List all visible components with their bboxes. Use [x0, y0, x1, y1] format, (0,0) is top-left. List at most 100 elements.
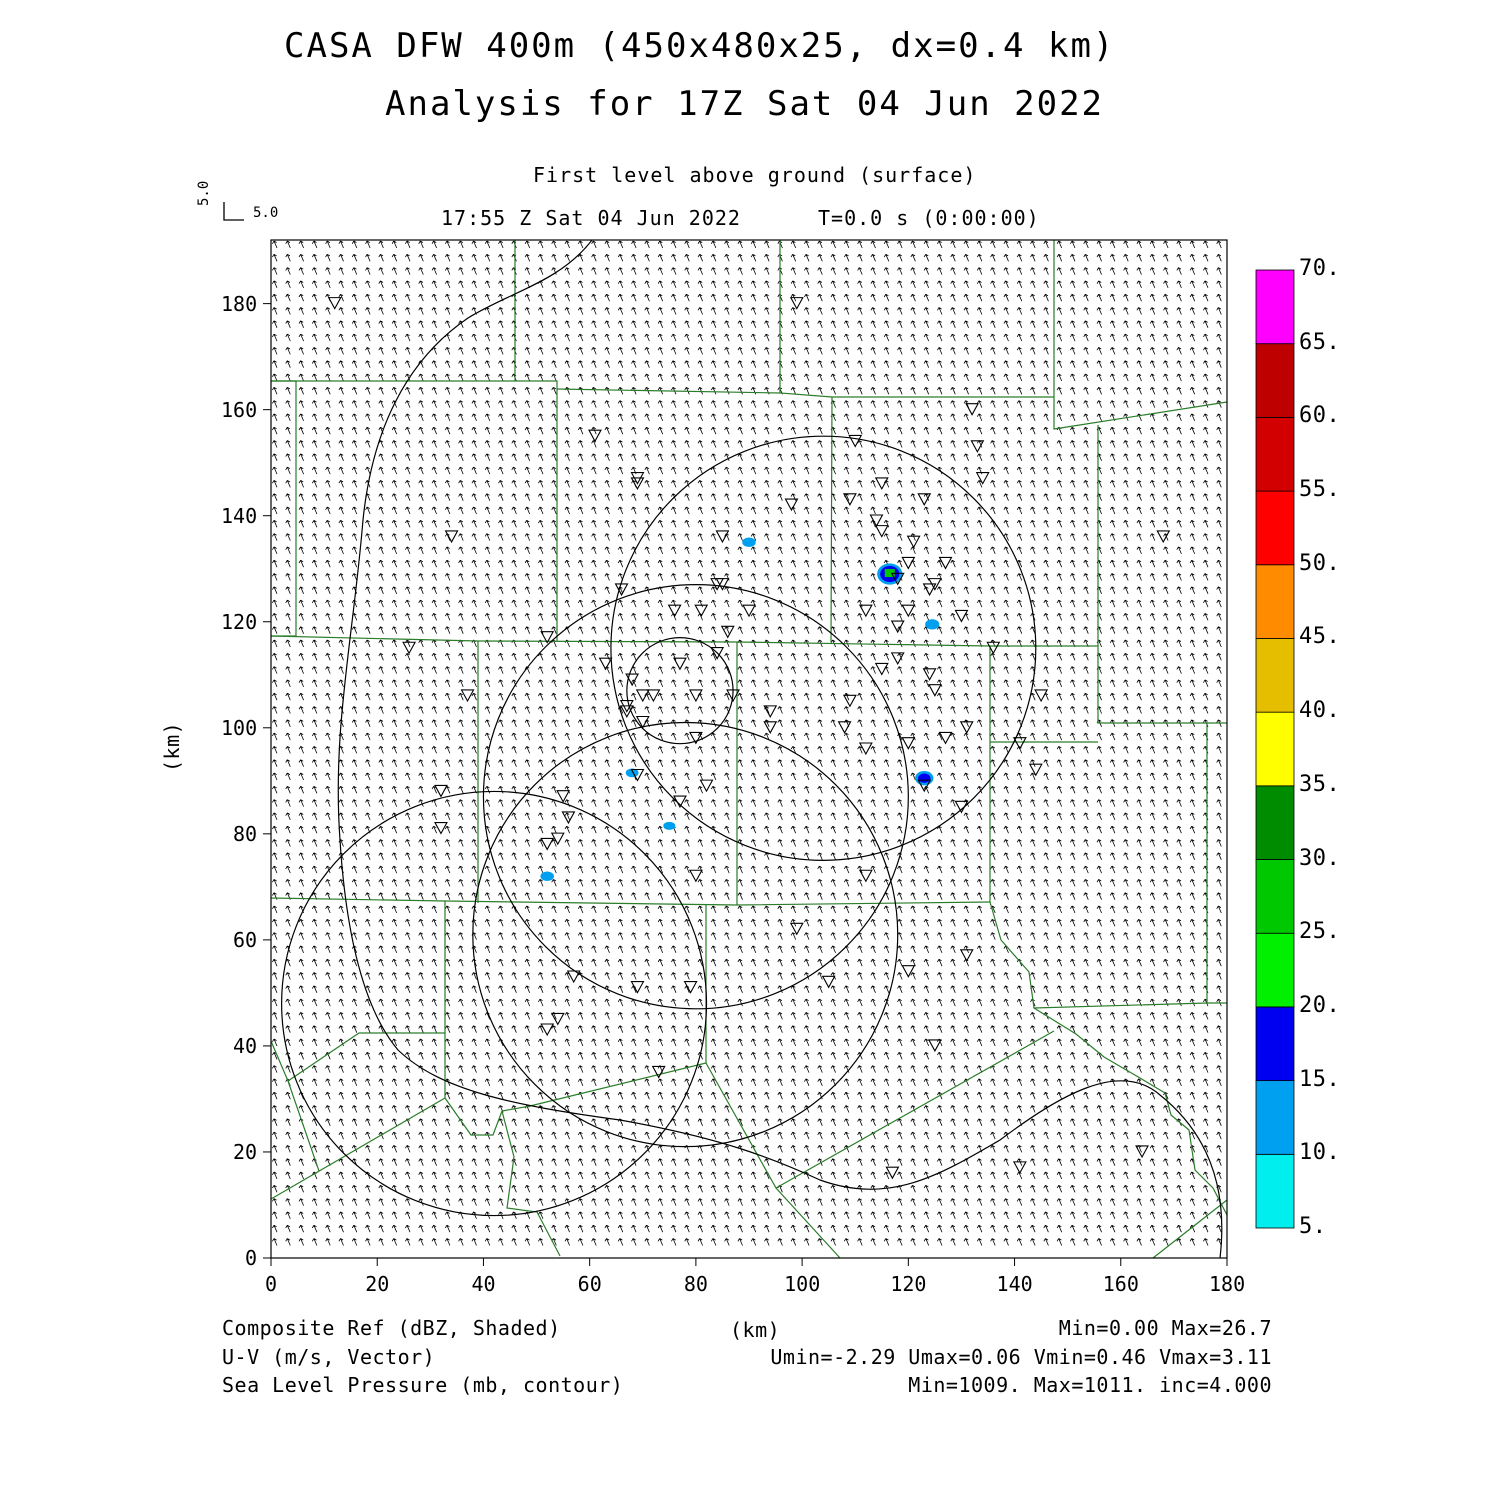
station-marker	[460, 689, 475, 703]
station-marker	[789, 922, 804, 936]
colorbar-label: 35.	[1299, 771, 1341, 797]
station-marker	[598, 657, 613, 671]
station-marker	[975, 472, 990, 485]
colorbar-swatch	[1255, 859, 1295, 934]
station-marker	[444, 530, 459, 544]
station-marker	[742, 604, 756, 618]
title-line-1: CASA DFW 400m (450x480x25, dx=0.4 km)	[284, 26, 1116, 66]
plot-frame	[270, 239, 1228, 1259]
station-marker	[858, 604, 873, 618]
station-marker	[688, 731, 703, 745]
station-marker	[874, 662, 889, 676]
county-line	[830, 396, 833, 643]
x-tick-label: 80	[683, 1272, 708, 1296]
colorbar-swatch	[1255, 1080, 1295, 1155]
station-marker	[906, 535, 921, 549]
station-marker	[821, 975, 836, 989]
x-tick-label: 160	[1102, 1272, 1139, 1296]
colorbar-label: 65.	[1299, 329, 1341, 355]
station-marker	[630, 768, 645, 782]
colorbar-label: 25.	[1299, 919, 1341, 945]
level-label: First level above ground (surface)	[533, 163, 977, 187]
station-marker	[890, 572, 905, 586]
x-tick-label: 20	[365, 1272, 390, 1296]
field2-stats: Umin=-2.29 Umax=0.06 Vmin=0.46 Vmax=3.11	[770, 1345, 1272, 1369]
station-marker	[938, 556, 953, 570]
station-marker	[938, 731, 953, 745]
station-marker	[885, 1166, 900, 1180]
radar-echo	[540, 871, 554, 881]
range-ring	[610, 435, 1037, 861]
colorbar-swatch	[1255, 1006, 1295, 1082]
colorbar-label: 15.	[1299, 1066, 1341, 1092]
county-line	[287, 1032, 445, 1082]
station-marker	[1012, 737, 1027, 750]
station-marker	[927, 684, 942, 697]
station-marker	[625, 673, 640, 687]
station-marker	[699, 779, 714, 793]
colorbar-swatch	[1255, 269, 1295, 345]
colorbar-swatch	[1255, 343, 1295, 418]
county-line	[515, 380, 558, 641]
station-marker	[954, 800, 969, 814]
station-marker	[986, 641, 1001, 655]
station-marker	[619, 705, 634, 719]
county-line	[270, 1097, 446, 1200]
field3-stats: Min=1009. Max=1011. inc=4.000	[908, 1373, 1272, 1397]
radar-echo-core	[918, 773, 931, 783]
station-marker	[874, 477, 889, 491]
county-line	[270, 1040, 320, 1172]
colorbar-label: 10.	[1299, 1140, 1341, 1166]
station-marker	[954, 609, 969, 623]
colorbar-label: 20.	[1299, 992, 1341, 1018]
x-tick-label: 60	[577, 1272, 602, 1296]
y-tick-label: 180	[221, 291, 258, 316]
colorbar-label: 30.	[1299, 845, 1341, 871]
station-marker	[614, 583, 629, 597]
county-line	[989, 901, 1208, 1009]
colorbar-label: 50.	[1299, 550, 1341, 576]
station-marker	[763, 705, 778, 719]
y-tick-label: 40	[233, 1033, 258, 1058]
station-marker	[842, 694, 857, 708]
station-marker	[927, 1039, 942, 1053]
colorbar-swatch	[1255, 785, 1295, 860]
field1-name: Composite Ref (dBZ, Shaded)	[222, 1316, 561, 1340]
field2-name: U-V (m/s, Vector)	[222, 1345, 436, 1369]
radar-echo	[742, 537, 756, 547]
station-marker	[710, 647, 725, 660]
station-marker	[970, 440, 985, 453]
county-line	[1152, 1199, 1228, 1259]
station-marker	[848, 434, 863, 448]
colorbar-label: 60.	[1299, 403, 1341, 429]
station-marker	[1012, 1161, 1027, 1175]
station-marker	[922, 583, 937, 597]
station-marker	[1135, 1145, 1149, 1159]
station-marker	[901, 604, 916, 618]
county-boundaries	[270, 240, 1228, 1259]
range-ring	[626, 637, 734, 745]
colorbar-swatch	[1255, 932, 1295, 1008]
y-tick-label: 140	[221, 503, 258, 528]
valid-time: 17:55 Z Sat 04 Jun 2022	[441, 206, 741, 230]
y-tick-label: 120	[221, 609, 258, 634]
colorbar-swatch	[1255, 1153, 1295, 1229]
county-line	[1097, 425, 1227, 724]
station-marker	[726, 689, 740, 703]
station-marker	[588, 429, 602, 443]
colorbar-label: 45.	[1299, 624, 1341, 650]
pressure-contour	[337, 239, 1223, 1259]
station-marker	[901, 965, 916, 978]
station-marker	[673, 795, 687, 809]
radar-echo-max	[884, 569, 895, 578]
county-line	[779, 240, 1055, 398]
station-marker	[556, 790, 571, 803]
radar-echo	[625, 768, 639, 778]
station-marker	[959, 721, 974, 734]
station-marker	[720, 625, 735, 639]
colorbar-swatch	[1255, 416, 1295, 492]
county-line	[501, 1110, 561, 1257]
county-line	[270, 897, 991, 906]
station-marker	[635, 715, 650, 729]
